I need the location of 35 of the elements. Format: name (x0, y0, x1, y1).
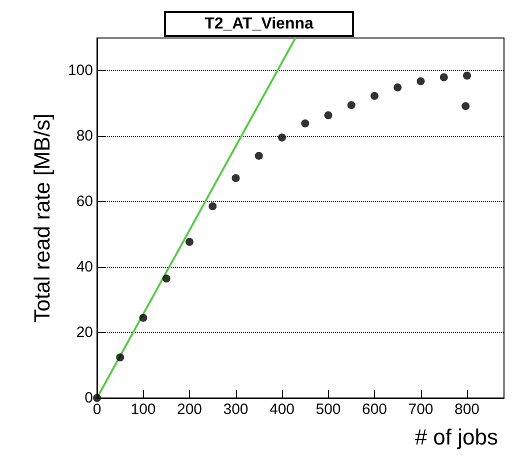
y-tick-label: 0 (84, 390, 93, 406)
x-tick-label: 700 (408, 401, 434, 418)
x-tick-label: 400 (269, 401, 295, 418)
point (232, 174, 240, 182)
y-tick-label: 40 (76, 258, 93, 276)
point (370, 92, 378, 100)
y-tick-label: 60 (76, 193, 93, 210)
point (416, 77, 425, 86)
point (347, 101, 356, 110)
point (162, 274, 170, 283)
x-axis-title: # of jobs (414, 424, 498, 450)
point (394, 83, 402, 92)
point (462, 102, 470, 110)
chart-title: T2_AT_Vienna (204, 16, 314, 32)
y-axis-title: Total read rate [MB/s] (30, 113, 54, 323)
point (116, 353, 124, 362)
point (186, 238, 194, 246)
x-tick-label: 500 (316, 401, 341, 418)
y-tick-label: 80 (76, 128, 93, 145)
x-tick-label: 200 (176, 401, 202, 418)
point (254, 152, 263, 160)
point (440, 73, 448, 82)
x-tick-label: 800 (454, 401, 480, 418)
point (463, 72, 471, 80)
x-tick-label: 600 (362, 401, 388, 418)
point (139, 314, 148, 322)
y-tick-label: 100 (68, 62, 93, 80)
x-tick-label: 300 (223, 401, 248, 418)
point (93, 394, 101, 402)
point (301, 119, 310, 128)
point (208, 202, 217, 210)
x-tick-label: 100 (130, 401, 156, 418)
point (324, 111, 332, 120)
y-tick-label: 20 (76, 324, 93, 342)
point (278, 133, 286, 142)
